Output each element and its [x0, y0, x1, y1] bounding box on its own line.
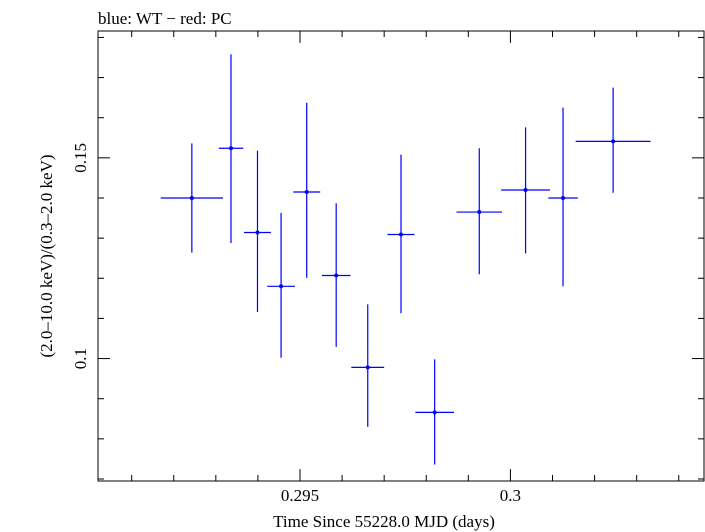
point-marker — [477, 210, 482, 215]
data-point — [456, 148, 502, 275]
y-axis-label: (2.0–10.0 keV)/(0.3–2.0 keV) — [37, 154, 56, 357]
plot-frame — [97, 30, 705, 482]
y-tick-label: 0.15 — [71, 143, 90, 173]
data-point — [548, 107, 578, 287]
x-axis-ticks: 0.295 0.3 — [131, 31, 680, 505]
point-marker — [399, 232, 403, 237]
y-tick-label: 0.1 — [71, 348, 90, 369]
data-point — [267, 212, 295, 358]
point-marker — [432, 410, 437, 415]
x-tick-label: 0.3 — [500, 486, 521, 505]
point-marker — [334, 273, 339, 278]
data-point — [160, 143, 223, 253]
point-marker — [561, 195, 566, 200]
data-point — [387, 154, 415, 314]
data-point — [218, 54, 244, 243]
point-marker — [304, 189, 309, 194]
chart-title: blue: WT − red: PC — [98, 9, 232, 28]
data-point — [415, 359, 455, 465]
point-marker — [611, 139, 616, 144]
point-marker — [523, 187, 528, 192]
x-axis-label: Time Since 55228.0 MJD (days) — [273, 512, 495, 531]
data-point — [351, 304, 385, 427]
x-tick-label: 0.295 — [281, 486, 319, 505]
point-marker — [365, 365, 370, 370]
point-marker — [279, 284, 284, 289]
point-marker — [255, 230, 260, 235]
y-axis-ticks: 0.1 0.15 — [71, 36, 704, 480]
data-point — [575, 87, 651, 193]
data-point — [293, 102, 321, 278]
data-point — [244, 150, 271, 312]
data-point — [321, 203, 351, 347]
data-point — [501, 127, 550, 254]
point-marker — [228, 146, 233, 151]
point-marker — [189, 195, 194, 200]
data-points — [160, 54, 651, 465]
